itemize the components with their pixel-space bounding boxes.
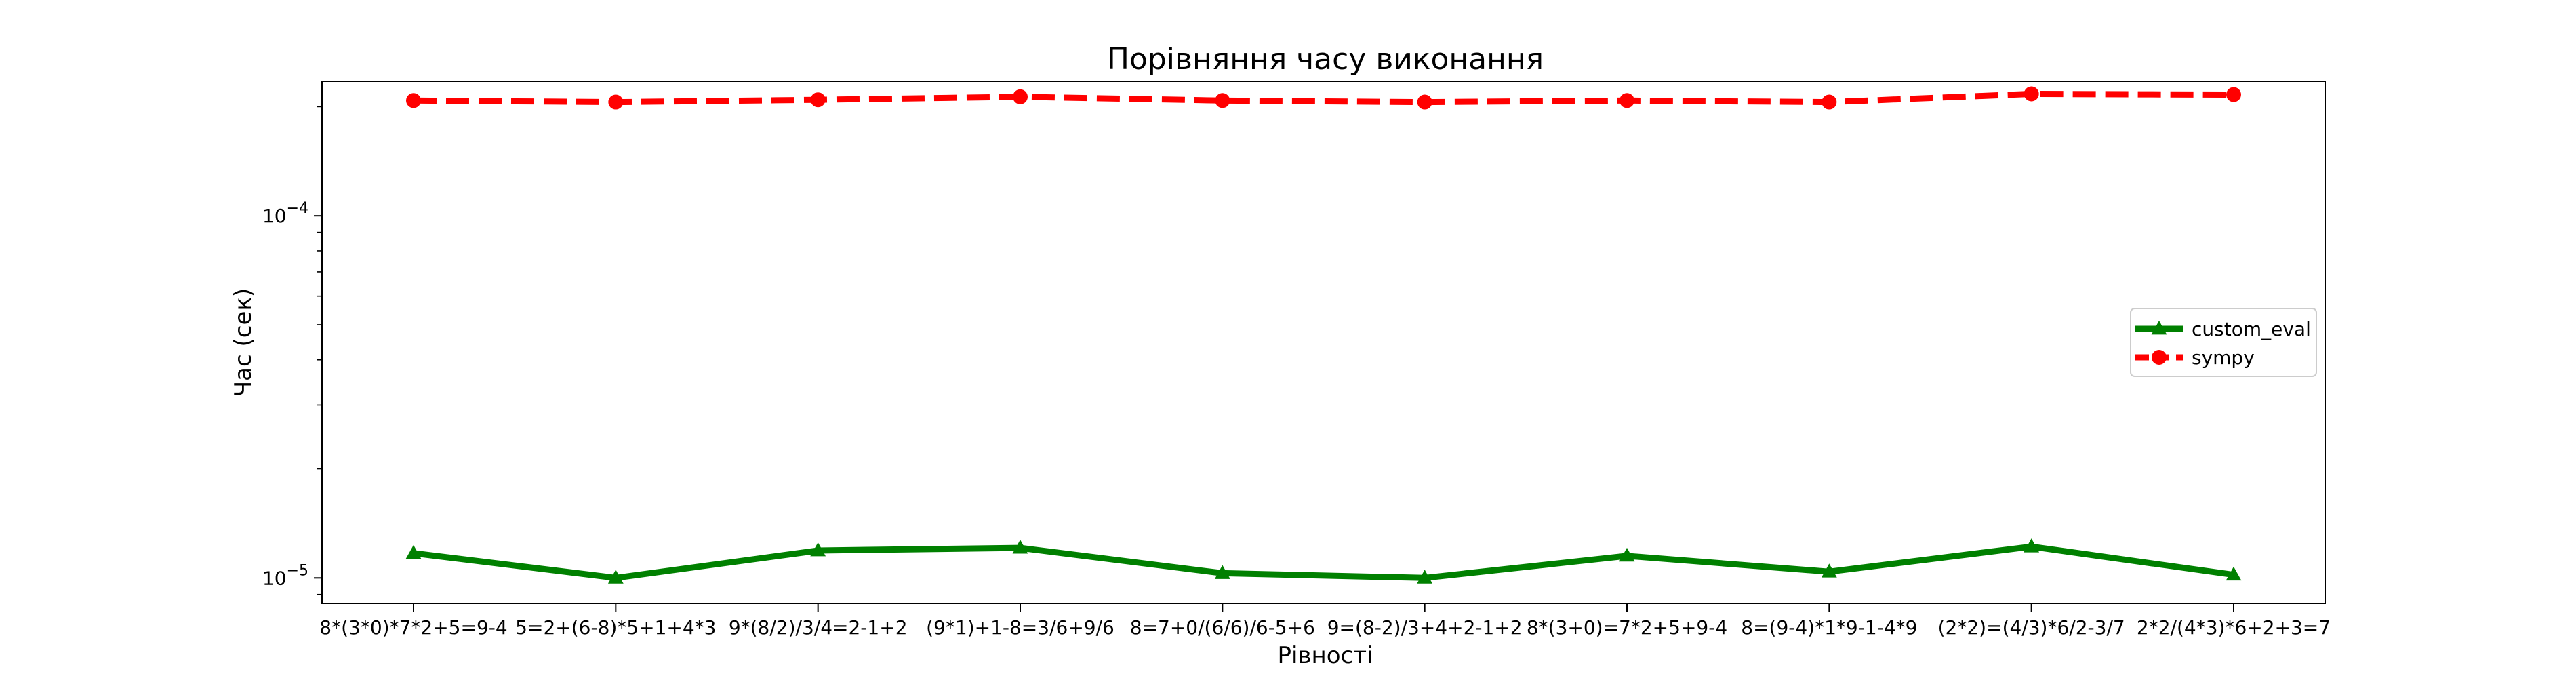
data-point: [607, 570, 624, 584]
x-tick-label: 8*(3+0)=7*2+5+9-4: [1527, 616, 1727, 639]
data-point: [1013, 89, 1028, 104]
legend: custom_eval sympy: [2130, 308, 2317, 377]
data-point: [1012, 540, 1028, 554]
x-tick-label: 8=7+0/(6/6)/6-5+6: [1130, 616, 1315, 639]
x-axis-label: Рівності: [1278, 642, 1373, 669]
y-axis-ticks: 10−5 10−4: [262, 106, 322, 595]
data-point: [1821, 563, 1837, 578]
data-point: [2226, 566, 2242, 581]
y-axis-label: Час (сек): [230, 288, 257, 397]
x-tick-label: (2*2)=(4/3)*6/2-3/7: [1938, 616, 2125, 639]
series-line: [413, 543, 2234, 581]
data-point: [1215, 93, 1230, 108]
series-custom-eval: [405, 538, 2242, 584]
legend-marker-sympy: [2152, 350, 2167, 365]
x-tick-label: 5=2+(6-8)*5+1+4*3: [515, 616, 716, 639]
x-tick-label: 8=(9-4)*1*9-1-4*9: [1741, 616, 1917, 639]
plot-area-frame: [321, 81, 2326, 604]
data-point: [1619, 93, 1634, 108]
data-point: [1214, 565, 1230, 579]
y-tick-label: 10−4: [262, 200, 308, 227]
x-axis-ticks: 8*(3*0)*7*2+5=9-4 5=2+(6-8)*5+1+4*3 9*(8/2…: [319, 603, 2331, 639]
legend-marker-custom-eval: [2151, 321, 2167, 335]
data-point: [405, 544, 422, 559]
data-point: [608, 94, 624, 110]
data-point: [1417, 94, 1432, 110]
data-point: [2024, 538, 2040, 553]
data-point: [1417, 570, 1433, 584]
x-tick-label: 2*2/(4*3)*6+2+3=7: [2137, 616, 2331, 639]
data-point: [406, 93, 421, 108]
legend-label-sympy: sympy: [2192, 346, 2255, 369]
x-tick-label: 9*(8/2)/3/4=2-1+2: [729, 616, 908, 639]
series-line: [413, 91, 2234, 106]
data-point: [2024, 86, 2039, 102]
data-point: [810, 92, 826, 108]
data-point: [1822, 94, 1837, 110]
x-tick-label: 8*(3*0)*7*2+5=9-4: [319, 616, 507, 639]
x-tick-label: (9*1)+1-8=3/6+9/6: [926, 616, 1114, 639]
x-tick-label: 9=(8-2)/3+4+2-1+2: [1327, 616, 1523, 639]
data-point: [1619, 547, 1635, 562]
legend-label-custom-eval: custom_eval: [2192, 318, 2311, 340]
data-point: [2226, 87, 2241, 102]
chart-title: Порівняння часу виконання: [1107, 42, 1544, 77]
y-tick-label: 10−5: [262, 562, 308, 589]
series-sympy: [406, 86, 2241, 110]
data-point: [810, 542, 826, 557]
series-layer: [405, 86, 2242, 584]
